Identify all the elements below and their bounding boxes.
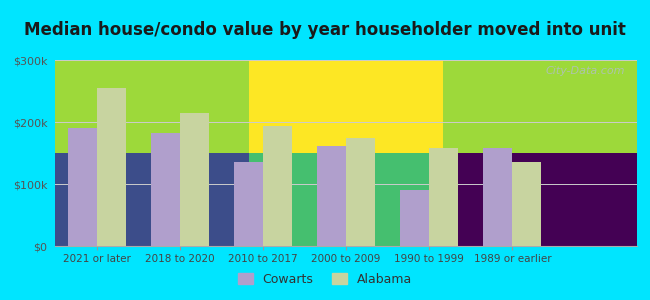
Text: City-Data.com: City-Data.com (546, 66, 625, 76)
Bar (512, 162, 541, 246)
Bar (263, 126, 292, 246)
Bar (317, 146, 346, 246)
Bar (400, 190, 429, 246)
Bar (180, 113, 209, 246)
Bar (97, 88, 126, 246)
Legend: Cowarts, Alabama: Cowarts, Alabama (233, 268, 417, 291)
Bar (151, 133, 180, 246)
Bar (429, 148, 458, 246)
Text: Median house/condo value by year householder moved into unit: Median house/condo value by year househo… (24, 21, 626, 39)
Bar (234, 162, 263, 246)
Bar (346, 137, 375, 246)
Bar (483, 148, 512, 246)
Bar (68, 128, 97, 246)
